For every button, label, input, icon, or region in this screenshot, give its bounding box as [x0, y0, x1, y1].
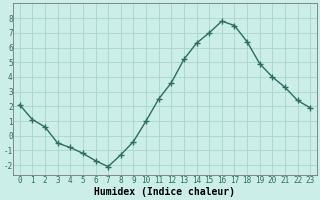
X-axis label: Humidex (Indice chaleur): Humidex (Indice chaleur)	[94, 186, 236, 197]
